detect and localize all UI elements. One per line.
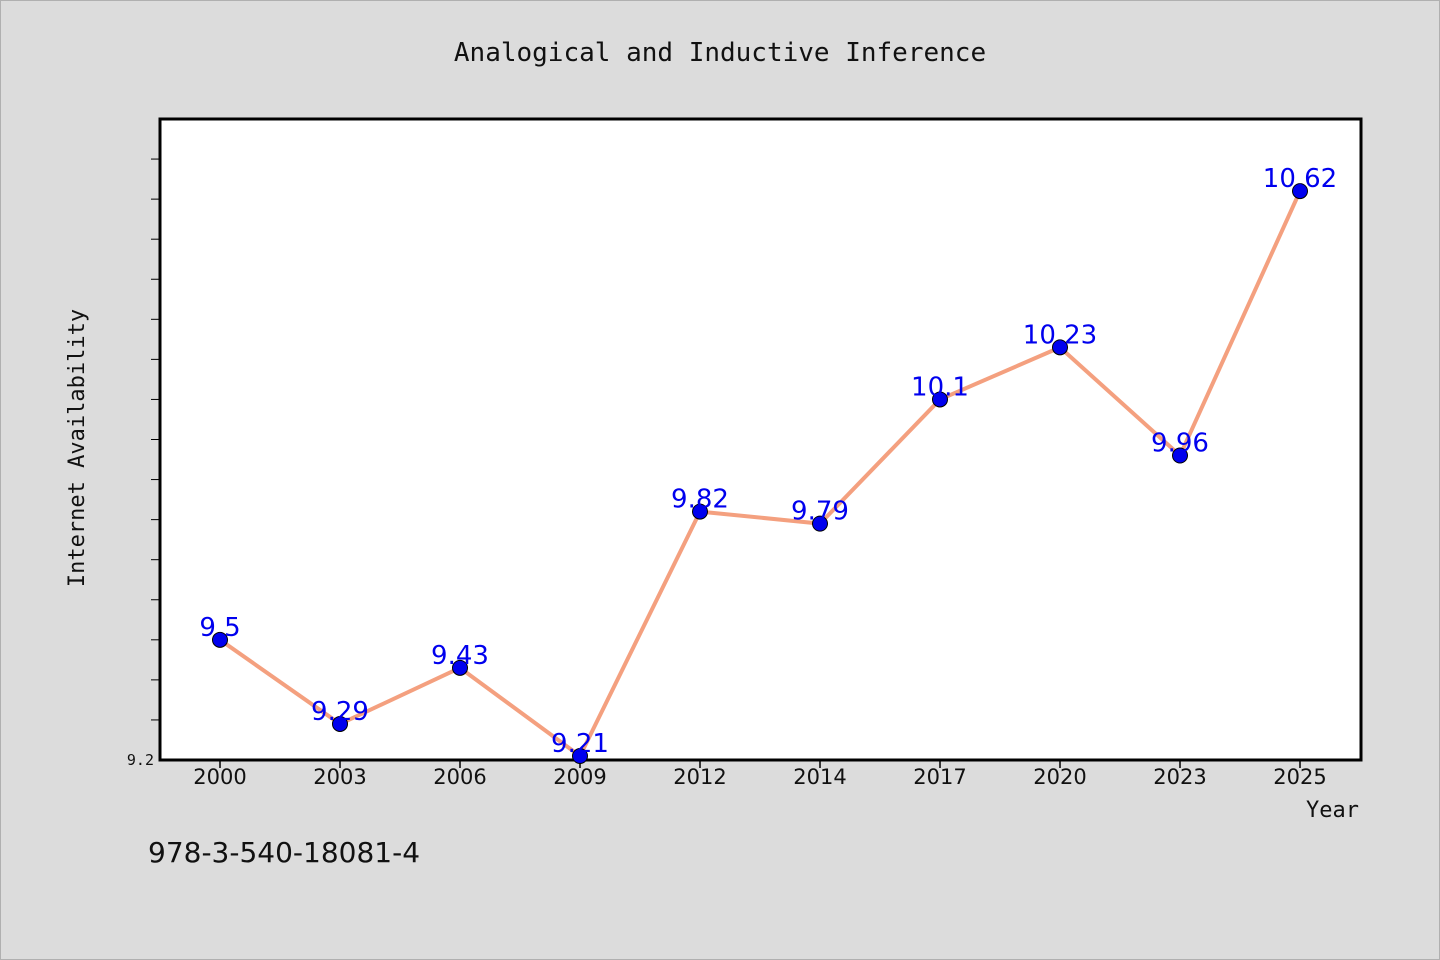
data-labels: 9.5 9.29 9.43 9.21 9.82 9.79 10.1 10.23 9.96 10.6…: [199, 164, 1337, 759]
y-axis: 9.2: [127, 158, 160, 769]
data-label: 9.21: [551, 729, 609, 759]
x-axis-title: Year: [1306, 798, 1359, 823]
x-tick-label: 2014: [793, 765, 846, 789]
data-label: 9.43: [431, 641, 489, 671]
data-point: [1292, 183, 1308, 200]
data-point: [212, 631, 228, 648]
data-point: [572, 747, 588, 764]
data-label: 9.5: [199, 613, 240, 643]
x-tick-label: 2000: [193, 765, 246, 789]
x-tick-label: 2017: [913, 765, 966, 789]
data-label: 9.96: [1151, 429, 1209, 459]
x-tick-label: 2003: [313, 765, 366, 789]
data-label: 10.1: [911, 372, 969, 402]
data-point: [692, 503, 708, 520]
data-point: [1052, 339, 1068, 356]
x-tick-label: 2006: [433, 765, 486, 789]
x-tick-label: 2023: [1153, 765, 1206, 789]
x-tick-label: 2012: [673, 765, 726, 789]
x-tick-label: 2025: [1273, 765, 1326, 789]
x-axis: 2000 2003 2006 2009 2012 2014 2017 2020 2023 2025: [193, 760, 1327, 789]
data-label: 10.23: [1023, 320, 1097, 350]
data-point: [812, 515, 828, 532]
y-tick-label: 9.2: [127, 751, 154, 769]
data-label: 10.62: [1263, 164, 1337, 194]
y-axis-title: Internet Availability: [65, 309, 90, 587]
x-tick-label: 2009: [553, 765, 606, 789]
data-markers: [212, 183, 1308, 764]
data-label: 9.82: [671, 485, 729, 515]
data-point: [332, 715, 348, 732]
data-point: [932, 391, 948, 408]
chart-title: Analogical and Inductive Inference: [454, 38, 986, 68]
data-point: [1172, 447, 1188, 464]
data-label: 9.29: [311, 697, 369, 727]
data-label: 9.79: [791, 497, 849, 527]
x-tick-label: 2020: [1033, 765, 1086, 789]
isbn-text: 978-3-540-18081-4: [148, 836, 421, 869]
series-polyline: [218, 190, 1302, 758]
data-point: [452, 659, 468, 676]
series-line: [218, 190, 1302, 758]
